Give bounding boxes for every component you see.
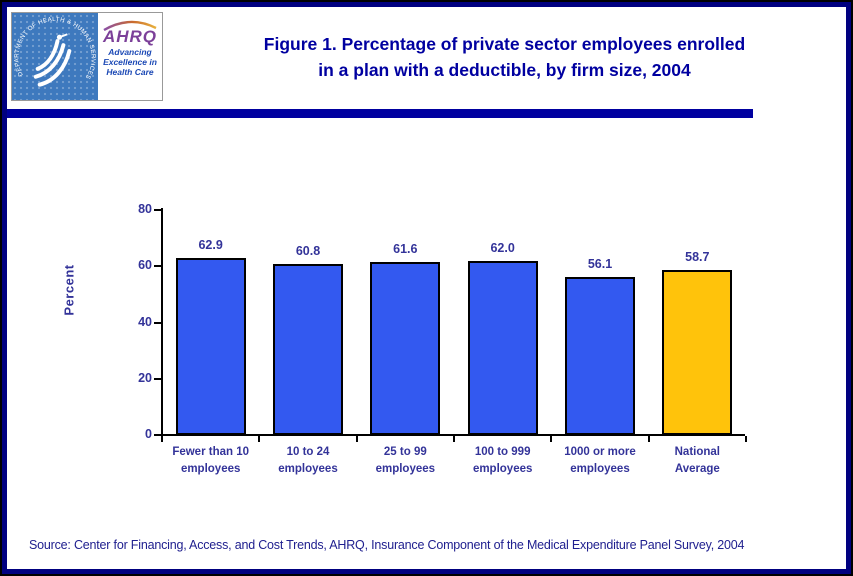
x-tick-mark <box>355 436 358 442</box>
x-tick-mark <box>745 436 747 442</box>
hhs-eagle-icon: DEPARTMENT OF HEALTH & HUMAN SERVICES · … <box>12 13 96 87</box>
y-tick-mark <box>154 265 161 268</box>
title-divider-bar <box>7 109 753 118</box>
category-label-line: employees <box>375 463 436 475</box>
rainbow-arc-icon <box>103 20 157 31</box>
y-tick-label: 60 <box>138 258 152 273</box>
category-label: Fewer than 10 employees <box>151 444 270 478</box>
bar-value-label: 62.9 <box>198 238 223 253</box>
y-tick-label: 0 <box>145 427 152 441</box>
category-label: 25 to 99 employees <box>346 444 465 478</box>
y-tick-mark <box>154 434 161 436</box>
category-label-line: 100 to 999 <box>474 446 531 458</box>
hhs-seal: DEPARTMENT OF HEALTH & HUMAN SERVICES · … <box>12 13 98 100</box>
category-label-line: National <box>674 446 720 458</box>
x-tick-mark <box>258 436 261 442</box>
tagline-line: Advancing <box>108 47 152 57</box>
ahrq-tagline: Advancing Excellence in Health Care <box>98 47 162 77</box>
ahrq-wordmark: AHRQ <box>102 27 158 46</box>
category-label-line: 1000 or more <box>564 446 636 458</box>
bar-5 <box>565 277 635 435</box>
y-tick-label: 20 <box>138 370 152 385</box>
bar-3 <box>370 261 441 435</box>
bar-value-label: 56.1 <box>587 257 613 272</box>
y-axis-title: Percent <box>61 264 77 316</box>
x-tick-mark <box>550 436 553 442</box>
y-tick-label: 80 <box>138 202 152 216</box>
tagline-line: Excellence in <box>103 57 157 67</box>
x-axis-line <box>161 434 745 436</box>
category-label-line: 10 to 24 <box>286 446 330 458</box>
bar-value-label: 62.0 <box>490 240 515 255</box>
category-label-line: employees <box>180 463 241 475</box>
category-label-line: employees <box>278 463 338 475</box>
source-note: Source: Center for Financing, Access, an… <box>29 538 745 552</box>
bar-4 <box>467 260 538 435</box>
figure-title: Figure 1. Percentage of private sector e… <box>177 31 832 83</box>
bar-value-label: 58.7 <box>685 249 710 264</box>
tagline-line: Health Care <box>106 67 154 77</box>
y-tick-label: 40 <box>138 314 152 329</box>
category-label: 100 to 999 employees <box>443 444 562 478</box>
category-label-line: employees <box>570 463 630 475</box>
category-label-line: Average <box>674 463 720 475</box>
ahrq-logo-block: AHRQ Advancing Excellence in Health Care <box>98 13 162 100</box>
y-tick-mark <box>154 377 161 380</box>
x-tick-mark <box>453 436 455 442</box>
category-label: 1000 or more employees <box>540 444 659 478</box>
bar-6 <box>662 269 733 435</box>
category-label-line: 25 to 99 <box>383 446 427 458</box>
bar-value-label: 61.6 <box>393 241 418 256</box>
y-tick-mark <box>154 209 161 211</box>
category-label: 10 to 24 employees <box>248 444 367 478</box>
hhs-ahrq-logo: DEPARTMENT OF HEALTH & HUMAN SERVICES · … <box>11 12 163 101</box>
y-tick-mark <box>154 321 161 324</box>
category-label: National Average <box>638 444 757 478</box>
y-axis-line <box>161 208 163 436</box>
bar-value-label: 60.8 <box>295 244 321 258</box>
bar-1 <box>175 258 246 435</box>
x-tick-mark <box>161 436 163 442</box>
x-tick-mark <box>647 436 650 442</box>
bar-2 <box>273 264 343 435</box>
category-label-line: employees <box>472 463 533 475</box>
category-label-line: Fewer than 10 <box>172 446 250 458</box>
figure-title-line2: in a plan with a deductible, by firm siz… <box>318 60 691 80</box>
figure-title-line1: Figure 1. Percentage of private sector e… <box>263 34 746 54</box>
